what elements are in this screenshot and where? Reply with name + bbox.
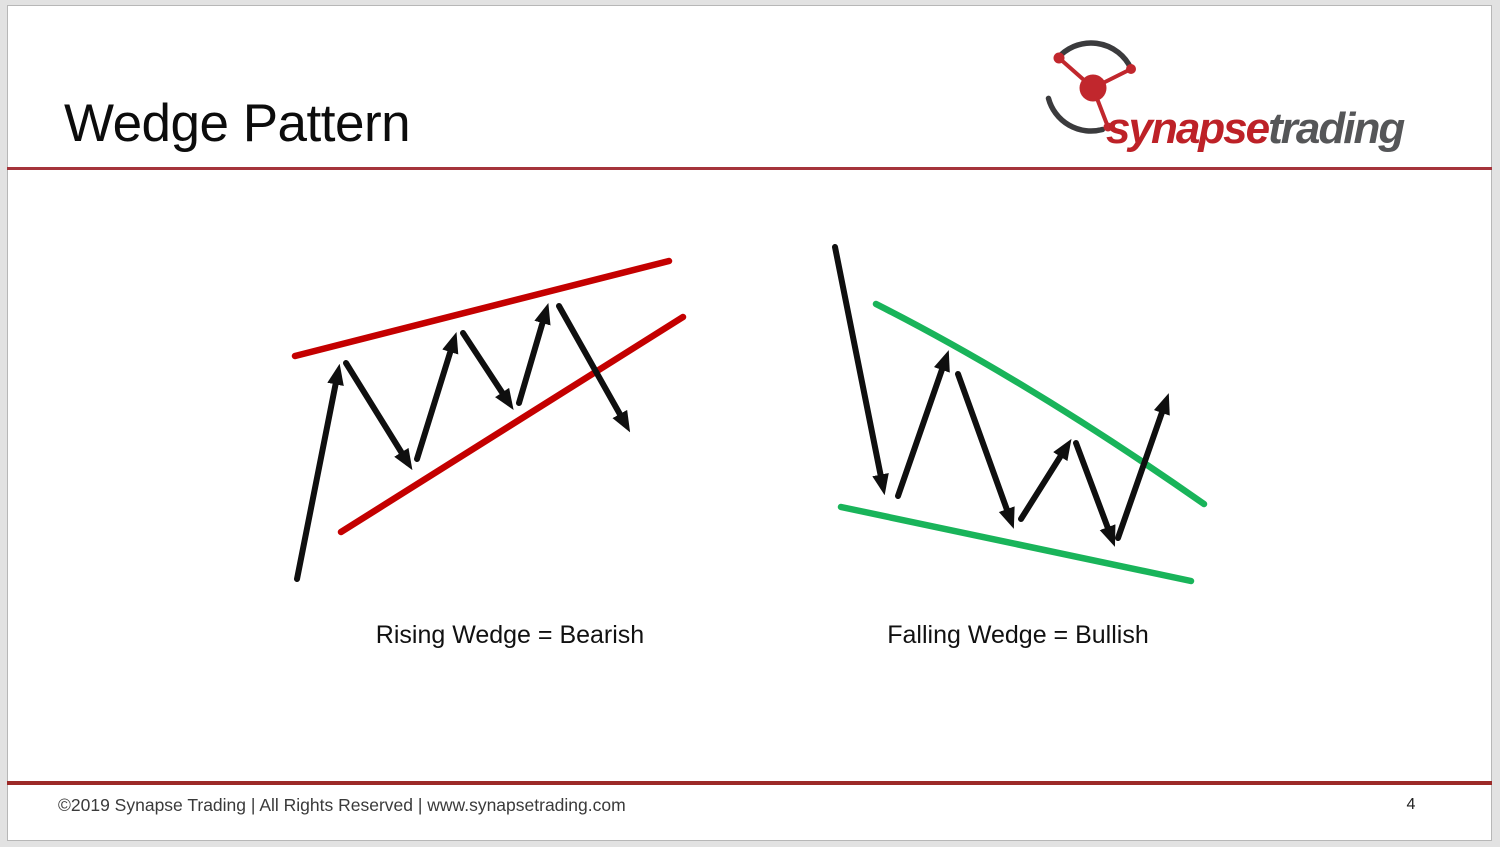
falling-wedge-caption: Falling Wedge = Bullish <box>887 621 1149 649</box>
price-swing-arrow <box>343 360 413 471</box>
footer-double-rule <box>7 781 1492 785</box>
footer-copyright: ©2019 Synapse Trading | All Rights Reser… <box>58 795 626 815</box>
trendline <box>837 503 1195 585</box>
trendline <box>337 313 687 536</box>
price-swing-arrow <box>556 303 631 433</box>
page-number: 4 <box>1406 796 1416 813</box>
slide-canvas <box>7 5 1492 841</box>
price-swing-arrow <box>832 244 889 496</box>
trendline <box>872 300 1208 508</box>
falling-wedge-diagram <box>832 244 1208 585</box>
rising-wedge-diagram <box>291 257 687 582</box>
price-swing-arrow <box>460 330 514 411</box>
synapsetrading-logo: synapsetrading <box>1040 36 1410 151</box>
title-underline <box>7 167 1492 170</box>
price-swing-arrow <box>294 363 344 582</box>
slide-title: Wedge Pattern <box>64 94 411 153</box>
price-swing-arrow <box>1073 440 1116 547</box>
price-swing-arrow <box>1018 438 1072 522</box>
price-swing-arrow <box>1115 393 1170 541</box>
price-swing-arrow <box>414 331 459 462</box>
rising-wedge-caption: Rising Wedge = Bearish <box>375 621 645 649</box>
price-swing-arrow <box>516 302 551 406</box>
synapse-neuron-icon <box>1045 40 1136 134</box>
trendline <box>291 257 673 360</box>
price-swing-arrow <box>895 350 950 499</box>
logo-word-synapse: synapse <box>1106 104 1270 153</box>
logo-word-trading: trading <box>1268 104 1405 153</box>
price-swing-arrow <box>955 371 1015 529</box>
logo-wordmark: synapsetrading <box>1106 104 1405 153</box>
